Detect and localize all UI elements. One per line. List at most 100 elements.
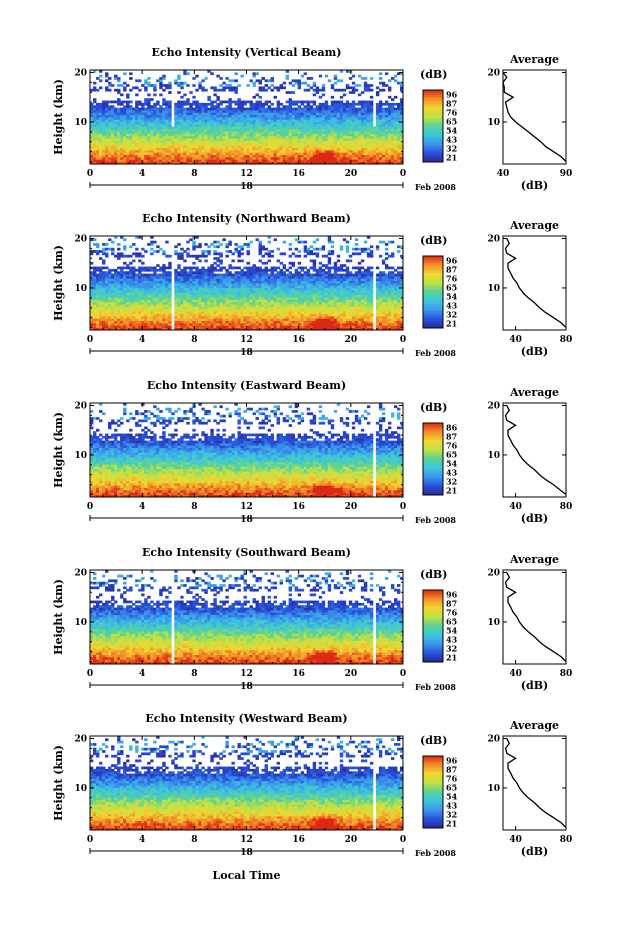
heatmap-cell (180, 156, 184, 160)
heatmap-cell (105, 88, 109, 92)
heatmap-cell (336, 102, 341, 106)
heatmap-cell (207, 70, 211, 73)
heatmap-cell (135, 128, 139, 132)
heatmap-cell (288, 159, 293, 163)
heatmap-cell (177, 315, 181, 319)
heatmap-cell (360, 109, 365, 113)
heatmap-cell (129, 290, 133, 293)
heatmap-cell (258, 243, 262, 246)
heatmap-cell (243, 285, 247, 289)
heatmap-cell (240, 315, 244, 319)
heatmap-cell (246, 325, 250, 329)
heatmap-cell (267, 159, 271, 163)
heatmap-cell (201, 119, 205, 123)
heatmap-cell (168, 273, 172, 277)
heatmap-cell (99, 271, 103, 274)
heatmap-cell (90, 161, 94, 165)
heatmap-cell (393, 152, 398, 155)
heatmap-cell (333, 81, 338, 85)
heatmap-cell (93, 285, 97, 289)
heatmap-cell (189, 138, 193, 141)
heatmap-cell (123, 238, 127, 242)
heatmap-cell (126, 299, 130, 303)
heatmap-cell (261, 283, 265, 286)
heatmap-cell (354, 142, 359, 146)
heatmap-cell (186, 304, 190, 307)
heatmap-cell (99, 102, 103, 106)
heatmap-cell (387, 107, 392, 111)
heatmap-cell (270, 271, 274, 274)
heatmap-cell (348, 114, 353, 118)
heatmap-cell (279, 138, 284, 141)
heatmap-cell (333, 114, 338, 118)
heatmap-cell (222, 311, 226, 314)
heatmap-cell (195, 149, 199, 153)
heatmap-cell (222, 318, 226, 321)
heatmap-cell (198, 297, 202, 300)
heatmap-cell (96, 133, 100, 137)
heatmap-cell (366, 105, 371, 108)
heatmap-cell (138, 131, 142, 134)
heatmap-cell (192, 299, 196, 303)
heatmap-cell (372, 161, 377, 165)
heatmap-cell (303, 107, 308, 111)
heatmap-cell (90, 318, 94, 321)
heatmap-cell (240, 320, 244, 324)
heatmap-cell (252, 327, 256, 331)
heatmap-cell (246, 252, 250, 256)
heatmap-cell (156, 112, 160, 116)
heatmap-cell (189, 275, 193, 279)
heatmap-cell (156, 301, 160, 305)
heatmap-cell (114, 297, 118, 300)
heatmap-cell (183, 147, 187, 151)
heatmap-cell (198, 145, 202, 148)
heatmap-cell (357, 138, 362, 141)
heatmap-cell (378, 77, 383, 80)
heatmap-cell (105, 325, 109, 329)
heatmap-cell (273, 154, 277, 158)
heatmap-cell (135, 107, 139, 111)
heatmap-cell (138, 79, 142, 83)
heatmap-cell (222, 275, 226, 279)
heatmap-cell (369, 147, 374, 151)
heatmap-cell (177, 74, 181, 78)
heatmap-cell (147, 275, 151, 279)
heatmap-cell (294, 145, 299, 148)
heatmap-cell (204, 254, 208, 258)
heatmap-cell (279, 126, 284, 130)
heatmap-cell (276, 325, 281, 329)
heatmap-cell (216, 311, 220, 314)
heatmap-cell (264, 88, 268, 92)
heatmap-cell (318, 128, 323, 132)
heatmap-cell (390, 117, 395, 120)
heatmap-cell (378, 88, 383, 92)
heatmap-cell (279, 117, 284, 120)
heatmap-cell (243, 156, 247, 160)
heatmap-cell (360, 124, 365, 127)
heatmap-cell (267, 280, 271, 284)
heatmap-cell (210, 280, 214, 284)
date-label: Feb 2008 (415, 182, 456, 192)
heatmap-cell (99, 128, 103, 132)
heatmap-cell (222, 128, 226, 132)
heatmap-cell (108, 238, 112, 242)
heatmap-cell (210, 109, 214, 113)
heatmap-cell (267, 273, 271, 277)
heatmap-cell (207, 313, 211, 317)
heatmap-cell (309, 147, 314, 151)
heatmap-cell (138, 112, 142, 116)
heatmap-cell (204, 159, 208, 163)
heatmap-cell (324, 124, 329, 127)
heatmap-cell (279, 135, 284, 139)
heatmap-cell (258, 268, 262, 272)
heatmap-cell (159, 280, 163, 284)
heatmap-cell (375, 91, 380, 94)
heatmap-cell (219, 124, 223, 127)
heatmap-cell (252, 114, 256, 118)
heatmap-cell (384, 159, 389, 163)
heatmap-cell (306, 142, 311, 146)
heatmap-cell (114, 318, 118, 321)
heatmap-cell (216, 313, 220, 317)
heatmap-cell (312, 147, 317, 151)
heatmap-cell (150, 266, 154, 270)
